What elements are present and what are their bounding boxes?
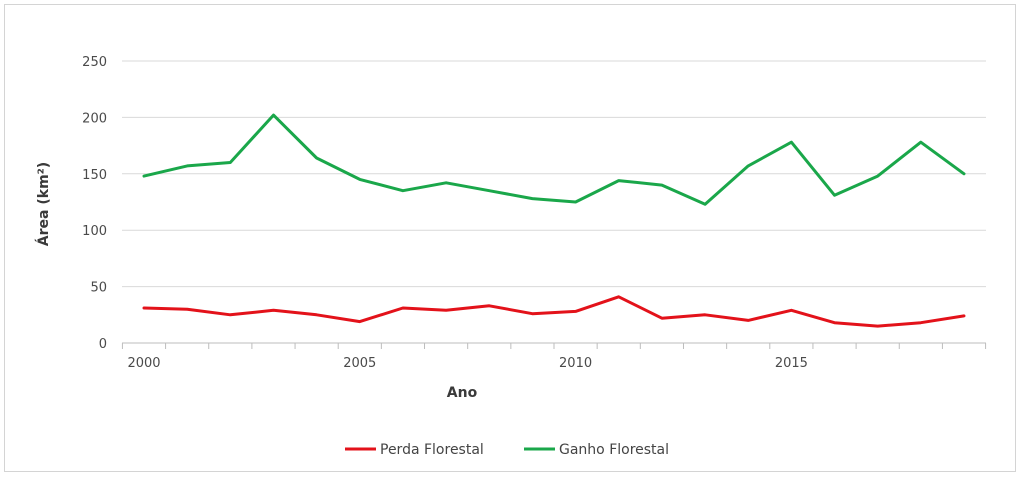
y-tick-label: 50: [90, 281, 107, 296]
y-tick-label: 0: [99, 337, 107, 352]
legend-label-perda-florestal: Perda Florestal: [380, 442, 484, 458]
legend: Perda Florestal Ganho Florestal: [345, 442, 669, 458]
series-line-perda-florestal: [142, 295, 966, 328]
y-axis-title: Área (km²): [35, 162, 52, 246]
x-tick-label: 2005: [343, 356, 376, 371]
chart-container: [4, 4, 1016, 472]
series-line-ganho-florestal: [142, 113, 966, 206]
x-tick-label: 2015: [775, 356, 808, 371]
x-tick-label: 2010: [559, 356, 592, 371]
series-lines: [142, 113, 966, 328]
x-axis-title: Ano: [447, 385, 478, 401]
y-tick-label: 200: [82, 111, 107, 126]
x-tick-label: 2000: [127, 356, 160, 371]
axes: [121, 342, 987, 349]
tick-labels: 0 50 100 150 200 250 2000 2005 2010 2015: [82, 55, 808, 371]
legend-label-ganho-florestal: Ganho Florestal: [559, 442, 669, 458]
y-tick-label: 150: [82, 168, 107, 183]
gridlines: [122, 60, 986, 288]
y-tick-label: 100: [82, 224, 107, 239]
y-tick-label: 250: [82, 55, 107, 70]
